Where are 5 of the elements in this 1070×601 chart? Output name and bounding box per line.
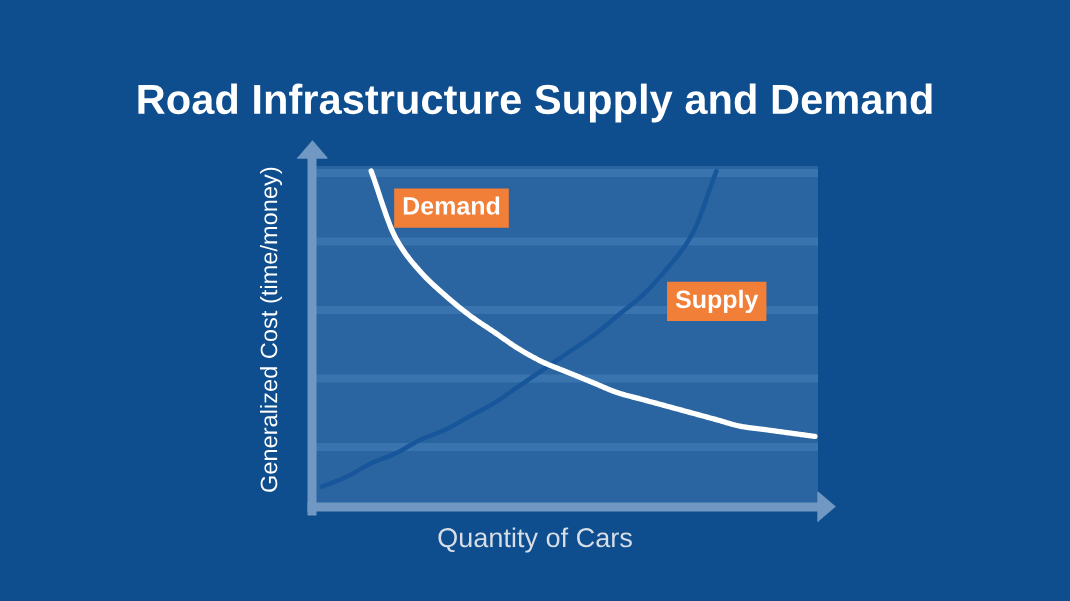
x-axis-title: Quantity of Cars	[438, 527, 632, 553]
series-label: Supply	[675, 289, 759, 314]
chart-title: Road Infrastructure Supply and Demand	[138, 83, 932, 123]
y-axis-title: Generalized Cost (time/money)	[259, 167, 282, 492]
series-label: Demand	[403, 196, 500, 215]
